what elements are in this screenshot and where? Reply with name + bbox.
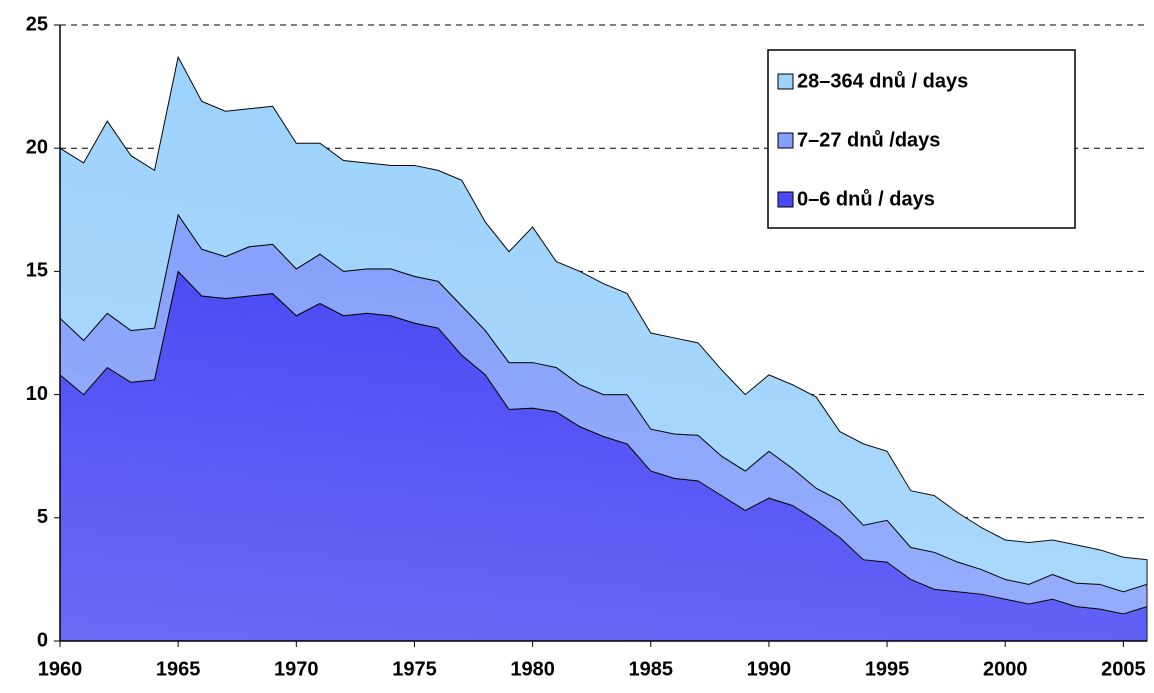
legend-label: 7–27 dnů /days (797, 129, 940, 151)
x-tick-label: 1980 (510, 658, 555, 680)
plot-area (59, 24, 1148, 642)
legend-swatch (777, 73, 794, 90)
y-tick-label: 25 (26, 13, 48, 35)
x-tick-label: 1965 (156, 658, 201, 680)
legend (767, 49, 1076, 229)
y-tick-label: 5 (37, 506, 48, 528)
x-tick-label: 1990 (747, 658, 792, 680)
axes: 0 5 10 15 20 25 1960 1965 1970 1975 1980 1985 1990 19… (26, 13, 1147, 680)
y-tick-label: 10 (26, 383, 48, 405)
area-shade (60, 214, 1147, 614)
legend-label: 28–364 dnů / days (797, 70, 968, 92)
x-tick-label: 1960 (38, 658, 83, 680)
x-tick-label: 1985 (629, 658, 674, 680)
area-shade (60, 271, 1147, 641)
area-shade (60, 57, 1147, 592)
x-tick-label: 2005 (1101, 658, 1146, 680)
legend-swatch (777, 132, 794, 149)
legend-swatch (777, 191, 794, 208)
x-tick-label: 1970 (274, 658, 319, 680)
legend-label: 0–6 dnů / days (797, 188, 935, 210)
x-tick-label: 2000 (983, 658, 1028, 680)
x-tick-label: 1975 (392, 658, 437, 680)
y-tick-label: 20 (26, 136, 48, 158)
x-tick-label: 1995 (865, 658, 910, 680)
y-tick-label: 15 (26, 260, 48, 282)
y-tick-label: 0 (37, 629, 48, 651)
